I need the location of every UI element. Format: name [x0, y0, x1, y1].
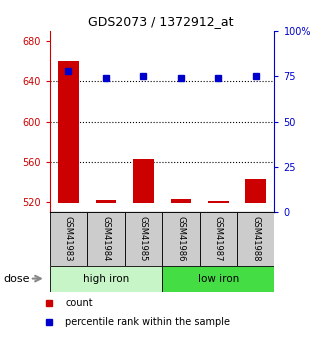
Bar — [96, 200, 116, 203]
Bar — [208, 201, 229, 203]
Bar — [87, 212, 125, 266]
Text: GDS2073 / 1372912_at: GDS2073 / 1372912_at — [88, 16, 233, 29]
Bar — [125, 212, 162, 266]
Bar — [162, 212, 200, 266]
Text: dose: dose — [3, 274, 30, 284]
Text: GSM41985: GSM41985 — [139, 216, 148, 262]
Text: GSM41984: GSM41984 — [101, 216, 110, 262]
Bar — [50, 212, 87, 266]
Text: GSM41983: GSM41983 — [64, 216, 73, 262]
Bar — [170, 199, 191, 203]
Bar — [50, 266, 162, 292]
Text: GSM41986: GSM41986 — [176, 216, 185, 262]
Text: low iron: low iron — [198, 274, 239, 284]
Text: GSM41987: GSM41987 — [214, 216, 223, 262]
Bar — [246, 179, 266, 203]
Text: count: count — [65, 298, 93, 308]
Bar — [58, 61, 79, 203]
Bar — [237, 212, 274, 266]
Text: GSM41988: GSM41988 — [251, 216, 260, 262]
Bar — [200, 212, 237, 266]
Text: percentile rank within the sample: percentile rank within the sample — [65, 317, 230, 327]
Text: high iron: high iron — [83, 274, 129, 284]
Bar — [162, 266, 274, 292]
Bar — [133, 159, 154, 203]
